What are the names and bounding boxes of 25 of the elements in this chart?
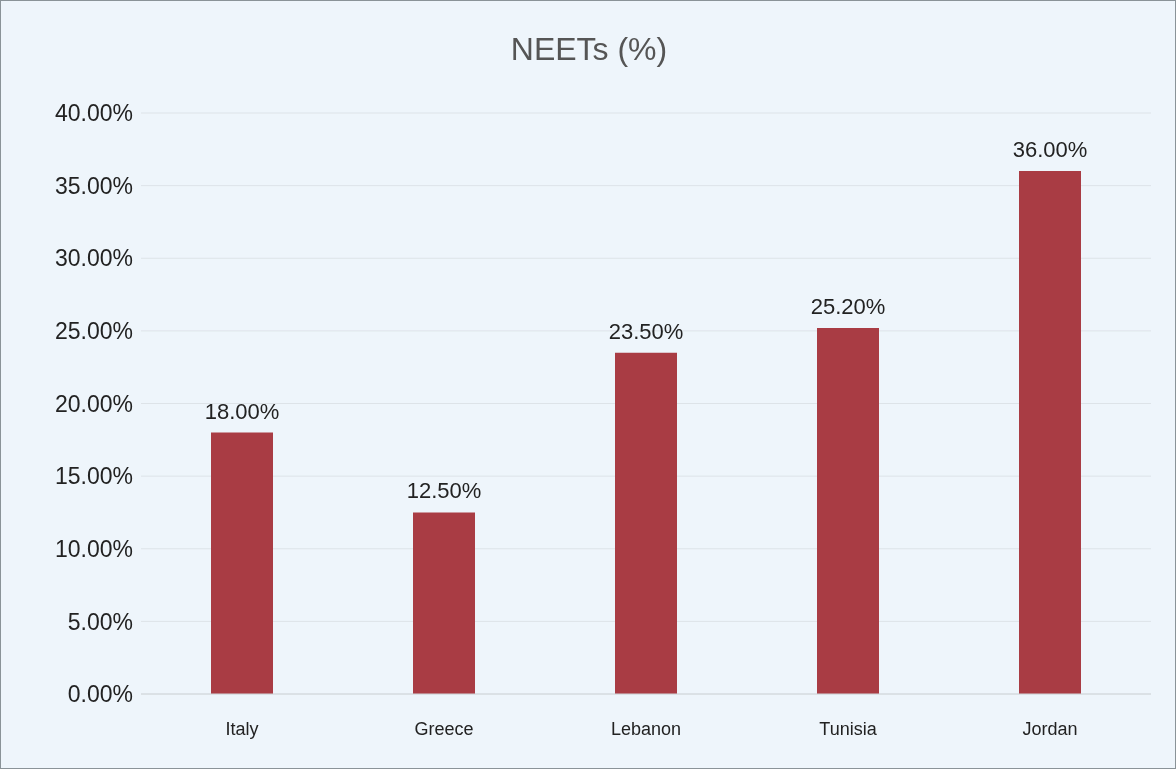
- data-label: 18.00%: [204, 398, 280, 424]
- data-label: 25.20%: [810, 293, 886, 319]
- x-tick-label: Tunisia: [819, 718, 878, 739]
- bar: [1019, 171, 1081, 694]
- y-tick-label: 25.00%: [54, 318, 133, 345]
- y-tick-label: 10.00%: [54, 535, 133, 562]
- y-tick-label: 5.00%: [67, 608, 133, 635]
- bar: [615, 352, 677, 694]
- y-tick-label: 20.00%: [54, 390, 133, 417]
- x-tick-label: Lebanon: [610, 718, 682, 739]
- bar: [413, 512, 475, 694]
- y-tick-label: 15.00%: [54, 463, 133, 490]
- y-tick-label: 0.00%: [67, 681, 133, 708]
- y-tick-label: 30.00%: [54, 245, 133, 272]
- x-tick-label: Italy: [225, 718, 259, 739]
- data-label: 36.00%: [1012, 137, 1088, 163]
- y-tick-label: 35.00%: [54, 172, 133, 199]
- bar: [817, 327, 879, 694]
- y-tick-label: 40.00%: [54, 100, 133, 127]
- data-label: 12.50%: [406, 478, 482, 504]
- chart-title: NEETs (%): [509, 31, 669, 68]
- x-tick-label: Jordan: [1022, 718, 1078, 739]
- bar: [211, 432, 273, 694]
- data-label: 23.50%: [608, 318, 684, 344]
- x-tick-label: Greece: [414, 718, 474, 739]
